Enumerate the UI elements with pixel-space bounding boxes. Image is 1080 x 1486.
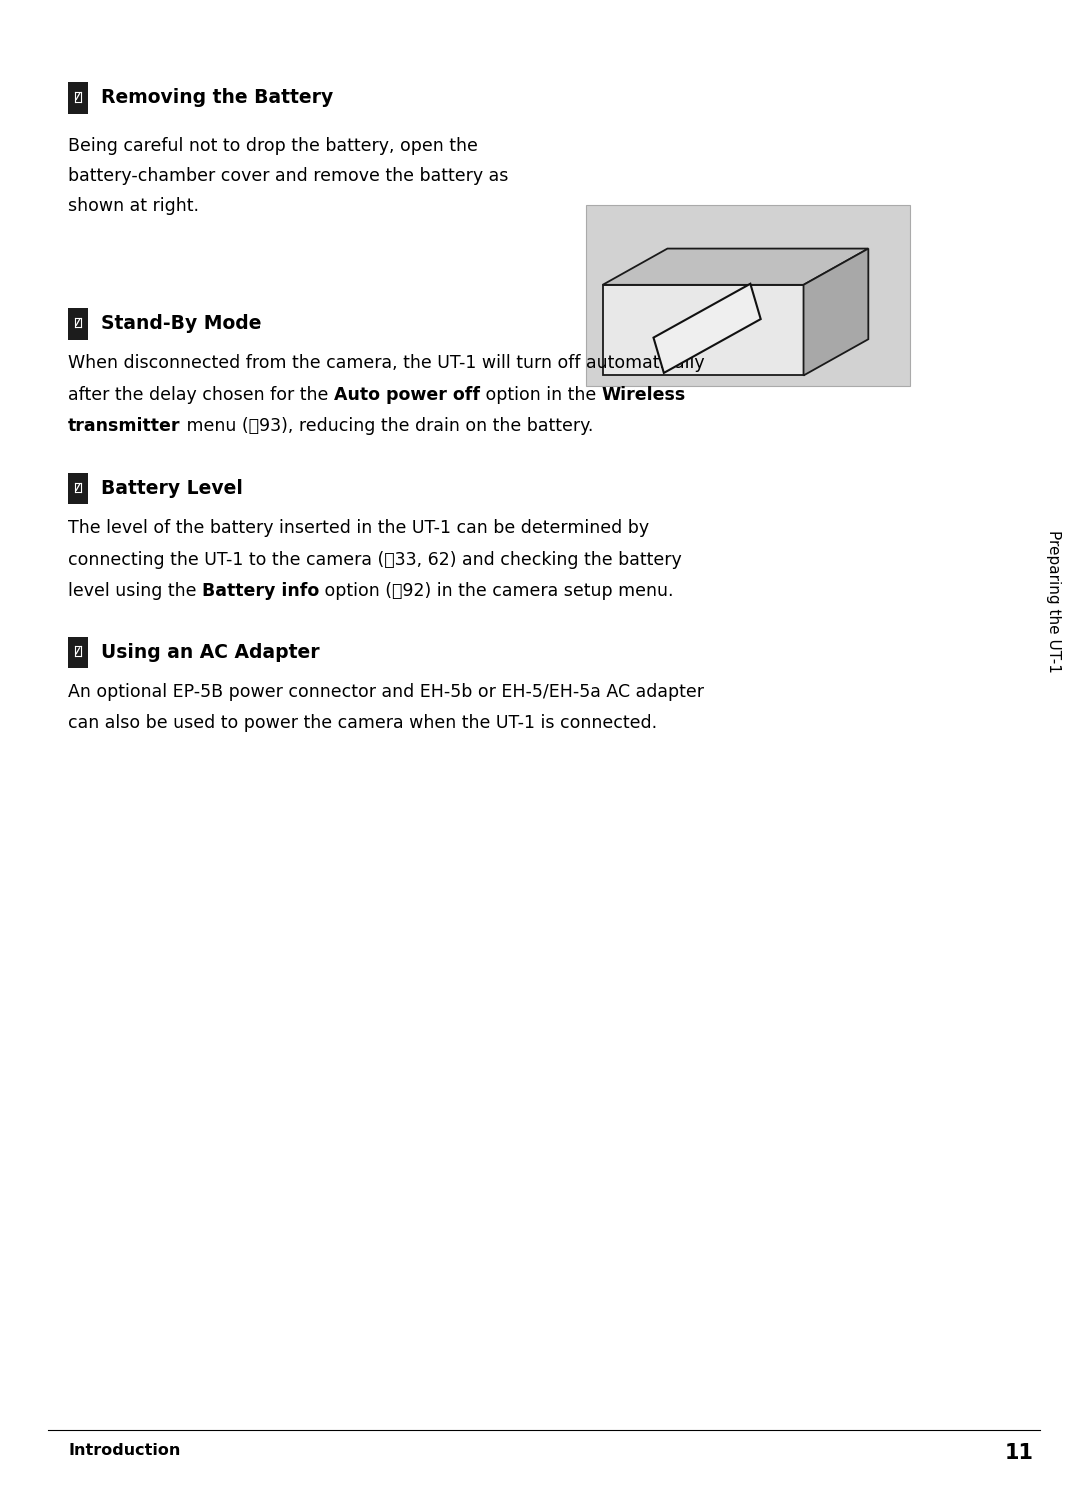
Text: Being careful not to drop the battery, open the: Being careful not to drop the battery, o… xyxy=(68,137,478,156)
Bar xyxy=(68,473,89,505)
Bar xyxy=(586,205,910,386)
Bar xyxy=(603,285,804,376)
Text: Battery info: Battery info xyxy=(202,581,320,600)
Bar xyxy=(68,636,89,669)
Text: after the delay chosen for the: after the delay chosen for the xyxy=(68,385,334,404)
Text: Introduction: Introduction xyxy=(68,1443,180,1458)
Text: Battery Level: Battery Level xyxy=(102,478,243,498)
Text: Wireless: Wireless xyxy=(602,385,686,404)
Text: Using an AC Adapter: Using an AC Adapter xyxy=(102,642,320,661)
Polygon shape xyxy=(804,248,868,376)
Text: An optional EP-5B power connector and EH-5b or EH-5/EH-5a AC adapter: An optional EP-5B power connector and EH… xyxy=(68,684,704,701)
Text: level using the: level using the xyxy=(68,581,202,600)
Text: can also be used to power the camera when the UT-1 is connected.: can also be used to power the camera whe… xyxy=(68,715,657,733)
Bar xyxy=(68,309,89,340)
Text: Stand-By Mode: Stand-By Mode xyxy=(102,315,262,333)
Text: shown at right.: shown at right. xyxy=(68,196,199,215)
Polygon shape xyxy=(653,284,760,373)
Text: When disconnected from the camera, the UT-1 will turn off automatically: When disconnected from the camera, the U… xyxy=(68,355,704,373)
Text: Removing the Battery: Removing the Battery xyxy=(102,88,334,107)
Text: option in the: option in the xyxy=(480,385,602,404)
Text: Auto power off: Auto power off xyxy=(334,385,480,404)
Polygon shape xyxy=(603,248,868,285)
Text: connecting the UT-1 to the camera (33, 62) and checking the battery: connecting the UT-1 to the camera (33, … xyxy=(68,551,681,569)
Text: option (92) in the camera setup menu.: option (92) in the camera setup menu. xyxy=(320,581,674,600)
Text: menu (93), reducing the drain on the battery.: menu (93), reducing the drain on the ba… xyxy=(180,416,593,435)
Text: The level of the battery inserted in the UT-1 can be determined by: The level of the battery inserted in the… xyxy=(68,520,649,538)
Text: battery-chamber cover and remove the battery as: battery-chamber cover and remove the bat… xyxy=(68,166,509,186)
Text: transmitter: transmitter xyxy=(68,416,180,435)
Text: 11: 11 xyxy=(1004,1443,1034,1462)
Bar xyxy=(68,82,89,114)
Text: Preparing the UT-1: Preparing the UT-1 xyxy=(1045,531,1061,673)
